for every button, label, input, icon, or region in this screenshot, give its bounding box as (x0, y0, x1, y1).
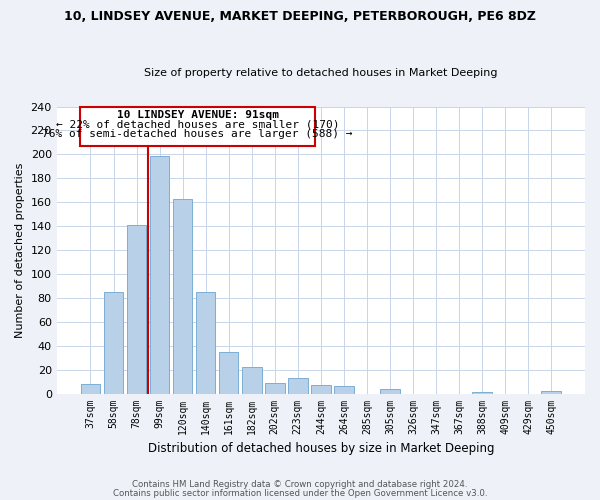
Bar (173, 198, 193, 394)
Text: 76% of semi-detached houses are larger (588) →: 76% of semi-detached houses are larger (… (43, 130, 353, 140)
Bar (265, 383, 284, 394)
Bar (150, 156, 169, 394)
Text: 10, LINDSEY AVENUE, MARKET DEEPING, PETERBOROUGH, PE6 8DZ: 10, LINDSEY AVENUE, MARKET DEEPING, PETE… (64, 10, 536, 23)
Bar (104, 292, 123, 394)
Text: 10 LINDSEY AVENUE: 91sqm: 10 LINDSEY AVENUE: 91sqm (116, 110, 278, 120)
Text: Contains public sector information licensed under the Open Government Licence v3: Contains public sector information licen… (113, 488, 487, 498)
Bar (472, 392, 492, 394)
Text: Contains HM Land Registry data © Crown copyright and database right 2024.: Contains HM Land Registry data © Crown c… (132, 480, 468, 489)
Bar (242, 367, 262, 394)
Bar (80, 384, 100, 394)
Y-axis label: Number of detached properties: Number of detached properties (15, 162, 25, 338)
Bar (311, 385, 331, 394)
Bar (196, 292, 215, 394)
Bar (219, 352, 238, 394)
Bar (380, 389, 400, 394)
X-axis label: Distribution of detached houses by size in Market Deeping: Distribution of detached houses by size … (148, 442, 494, 455)
Bar (334, 386, 353, 394)
Bar (541, 391, 561, 394)
Bar (288, 378, 308, 394)
Bar (127, 225, 146, 394)
Title: Size of property relative to detached houses in Market Deeping: Size of property relative to detached ho… (144, 68, 497, 78)
Text: ← 22% of detached houses are smaller (170): ← 22% of detached houses are smaller (17… (56, 120, 340, 130)
FancyBboxPatch shape (80, 106, 315, 146)
